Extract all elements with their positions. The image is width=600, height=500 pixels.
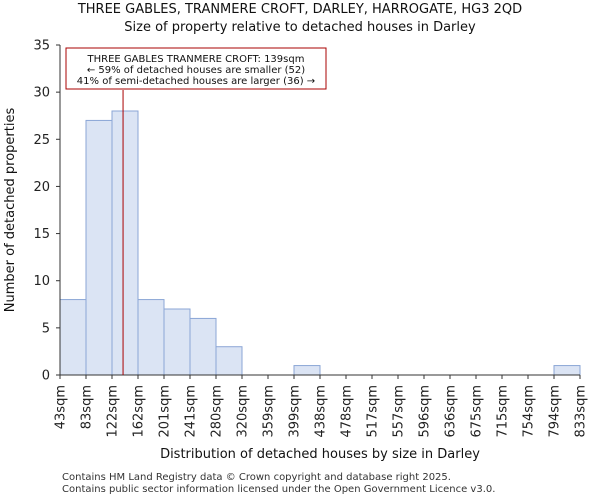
- x-tick-label: 517sqm: [366, 385, 381, 438]
- y-tick-label: 25: [33, 133, 50, 148]
- annotation-line-1: THREE GABLES TRANMERE CROFT: 139sqm: [87, 54, 305, 65]
- x-tick-label: 715sqm: [496, 385, 511, 438]
- x-tick-label: 438sqm: [314, 385, 329, 438]
- y-tick-label: 0: [42, 369, 50, 384]
- x-tick-label: 320sqm: [236, 385, 251, 438]
- y-tick-label: 35: [33, 39, 50, 54]
- x-tick-label: 636sqm: [444, 385, 459, 438]
- x-tick-label: 122sqm: [106, 385, 121, 438]
- histogram-bar: [189, 317, 217, 376]
- histogram-bar: [553, 365, 581, 376]
- x-tick-label: 359sqm: [262, 385, 277, 438]
- x-tick-label: 754sqm: [522, 385, 537, 438]
- annotation-box: THREE GABLES TRANMERE CROFT: 139sqm ← 59…: [65, 47, 327, 90]
- x-axis-label: Distribution of detached houses by size …: [160, 447, 480, 462]
- histogram-bar: [111, 110, 139, 376]
- y-tick-label: 20: [33, 180, 50, 195]
- x-tick-label: 675sqm: [470, 385, 485, 438]
- histogram-bar: [137, 299, 165, 376]
- histogram-bar: [215, 346, 243, 376]
- y-axis-label: Number of detached properties: [3, 108, 18, 313]
- y-tick-label: 10: [33, 274, 50, 289]
- y-tick-label: 5: [42, 321, 50, 336]
- chart-title: THREE GABLES, TRANMERE CROFT, DARLEY, HA…: [77, 2, 523, 17]
- x-tick-label: 43sqm: [54, 385, 69, 429]
- histogram-bar: [85, 119, 113, 376]
- x-tick-label: 280sqm: [210, 385, 225, 438]
- chart-subtitle: Size of property relative to detached ho…: [124, 20, 476, 35]
- x-tick-label: 399sqm: [288, 385, 303, 438]
- y-tick-label: 15: [33, 227, 50, 242]
- x-tick-label: 794sqm: [548, 385, 563, 438]
- footer-line-1: Contains HM Land Registry data © Crown c…: [62, 472, 451, 483]
- x-tick-label: 162sqm: [132, 385, 147, 438]
- x-tick-label: 83sqm: [80, 385, 95, 429]
- histogram-bar: [293, 365, 321, 376]
- annotation-line-3: 41% of semi-detached houses are larger (…: [77, 76, 315, 87]
- y-tick-label: 30: [33, 86, 50, 101]
- x-tick-label: 596sqm: [418, 385, 433, 438]
- histogram-bar: [163, 308, 191, 376]
- x-tick-label: 201sqm: [158, 385, 173, 438]
- x-tick-label: 557sqm: [392, 385, 407, 438]
- annotation-line-2: ← 59% of detached houses are smaller (52…: [87, 65, 305, 76]
- footer-line-2: Contains public sector information licen…: [62, 484, 496, 495]
- x-tick-label: 833sqm: [574, 385, 589, 438]
- histogram-bar: [59, 299, 87, 376]
- x-tick-label: 241sqm: [184, 385, 199, 438]
- x-tick-label: 478sqm: [340, 385, 355, 438]
